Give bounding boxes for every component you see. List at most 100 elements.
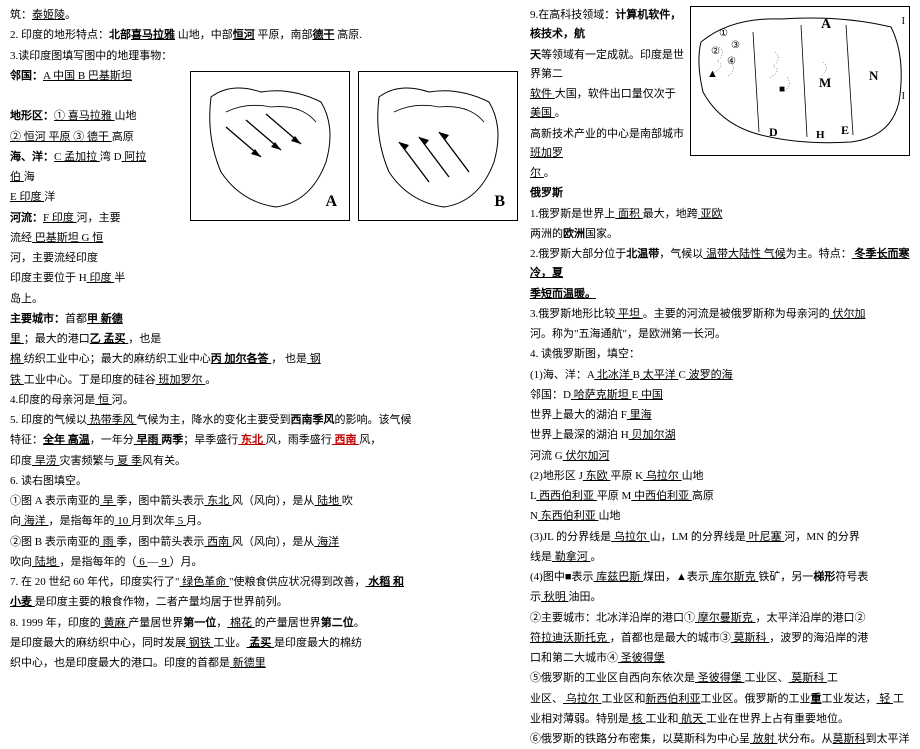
line: 两洲的欧洲国家。 bbox=[530, 225, 910, 244]
blank: 东北 bbox=[204, 495, 232, 507]
line: ⑥俄罗斯的铁路分布密集，以莫斯科为中心呈 放射 状分布。从莫斯科到太平洋 bbox=[530, 730, 910, 749]
blank: 海洋 bbox=[21, 515, 49, 527]
map-marker-1: ① bbox=[719, 25, 728, 43]
blank: 伯 bbox=[10, 171, 24, 183]
blank: 贝加尔湖 bbox=[629, 429, 676, 441]
blank: 中国 bbox=[638, 389, 663, 401]
blank: B 巴基斯坦 bbox=[78, 70, 132, 82]
triangle-icon: ▲ bbox=[707, 65, 718, 84]
line: 4.印度的母亲河是 恒 河。 bbox=[10, 391, 518, 410]
line: 2. 印度的地形特点：北部喜马拉雅 山地，中部恒河 平原，南部德干 高原. bbox=[10, 26, 518, 45]
line: 季短而温暖。 bbox=[530, 285, 910, 304]
blank: 轻 bbox=[877, 693, 894, 705]
line: 尔 。 bbox=[530, 164, 910, 183]
line: 2.俄罗斯大部分位于北温带，气候以 温带大陆性 气候为主。特点： 冬季长而寒冷，… bbox=[530, 245, 910, 284]
line: 伯 海 bbox=[10, 168, 180, 187]
blank: ② 恒河 bbox=[10, 131, 49, 143]
blank: 航天 bbox=[679, 713, 707, 725]
blank: 水稻 和 bbox=[366, 576, 405, 588]
blank: 放射 bbox=[750, 733, 778, 745]
blank: 尔 bbox=[530, 167, 544, 179]
blank: 热带季风 bbox=[87, 414, 137, 426]
blank: A 中国 bbox=[43, 70, 78, 82]
blank: 钢铁 bbox=[186, 637, 214, 649]
blank: 陆地 bbox=[314, 495, 342, 507]
blank: 里海 bbox=[627, 409, 652, 421]
blank: 西西伯利亚 bbox=[536, 490, 597, 502]
line: ②图 B 表示南亚的 雨 季，图中箭头表示 西南 风（风向），是从 海洋 bbox=[10, 533, 518, 552]
line: 主要城市：首都甲 新德 bbox=[10, 310, 180, 329]
line: 3.读印度图填写图中的地理事物： bbox=[10, 47, 518, 66]
line: 业区、 乌拉尔 工业区和新西伯利亚工业区。俄罗斯的工业重工业发达， 轻 工 bbox=[530, 690, 910, 709]
map-marker-4: ④ bbox=[727, 53, 736, 71]
blank: 乌拉尔 bbox=[563, 693, 602, 705]
blank: 棉 bbox=[10, 353, 24, 365]
line: (2)地形区 J 东欧 平原 K 乌拉尔 山地 bbox=[530, 467, 910, 486]
line: (4)图中■表示 库兹巴斯 煤田，▲表示 库尔斯克 铁矿，另一梯形符号表 bbox=[530, 568, 910, 587]
line: 向 海洋 ，是指每年的 10 月到次年 5 月。 bbox=[10, 512, 518, 531]
line: 符拉迪沃斯托克 ，首都也是最大的城市③ 莫斯科 ，波罗的海沿岸的港 bbox=[530, 629, 910, 648]
line: 邻国：D 哈萨克斯坦 E 中国 bbox=[530, 386, 910, 405]
blank: E 印度 bbox=[10, 191, 44, 203]
line: 小麦 是印度主要的粮食作物，二者产量均居于世界前列。 bbox=[10, 593, 518, 612]
blank: 旱 bbox=[100, 495, 117, 507]
line: 织中心，也是印度最大的港口。印度的首都是 新德里 bbox=[10, 654, 518, 673]
line: 世界上最大的湖泊 F 里海 bbox=[530, 406, 910, 425]
blank: F 印度 bbox=[43, 212, 77, 224]
blank: 德干 bbox=[313, 29, 335, 41]
blank: 太平洋 bbox=[640, 369, 679, 381]
map-label-m: M bbox=[819, 72, 831, 95]
blank: 东西伯利亚 bbox=[538, 510, 599, 522]
blank: 美国 bbox=[530, 107, 555, 119]
line: 1.俄罗斯是世界上 面积 最大，地跨 亚欧 bbox=[530, 205, 910, 224]
blank: 恒 bbox=[95, 394, 112, 406]
map-label-a: A bbox=[821, 13, 831, 38]
map-a: A bbox=[190, 71, 350, 221]
blank: 海洋 bbox=[314, 536, 339, 548]
blank: 绿色革命 bbox=[180, 576, 230, 588]
blank: 库兹巴斯 bbox=[593, 571, 643, 583]
line: 棉 纺织工业中心；最大的麻纺织工业中心丙 加尔各答 ， 也是 钢 bbox=[10, 350, 518, 369]
line: 地形区：① 喜马拉雅 山地 bbox=[10, 107, 180, 126]
line: 3.俄罗斯地形比较 平坦 。主要的河流是被俄罗斯称为母亲河的 伏尔加 bbox=[530, 305, 910, 324]
right-column: A I I M N D E H ① ② ③ ④ ▲ ■ 9.在高科技领域：计算机… bbox=[530, 6, 910, 646]
map-label-n: N bbox=[869, 65, 878, 88]
blank: 核 bbox=[629, 713, 646, 725]
blank: 6 bbox=[137, 556, 148, 568]
blank: 新德里 bbox=[230, 657, 266, 669]
blank: 乌拉尔 bbox=[643, 470, 682, 482]
line bbox=[10, 87, 180, 106]
map-label-e: E bbox=[841, 120, 849, 141]
blank: 丙 加尔各答 bbox=[211, 353, 272, 365]
left-column: 筑：泰姬陵。 2. 印度的地形特点：北部喜马拉雅 山地，中部恒河 平原，南部德干… bbox=[10, 6, 518, 646]
line: 筑：泰姬陵。 bbox=[10, 6, 518, 25]
map-label-d: D bbox=[769, 122, 778, 143]
line: E 印度 洋 bbox=[10, 188, 180, 207]
blank: G 恒 bbox=[82, 232, 104, 244]
line: 吹向 陆地 ，是指每年的（ 6 — 9 ）月。 bbox=[10, 553, 518, 572]
line: ①图 A 表示南亚的 旱 季，图中箭头表示 东北 风（风向），是从 陆地 吹 bbox=[10, 492, 518, 511]
line: 河流 G 伏尔加河 bbox=[530, 447, 910, 466]
line: 里 ；最大的港口乙 孟买 ，也是 bbox=[10, 330, 518, 349]
blank: 铁 bbox=[10, 374, 24, 386]
line: 岛上。 bbox=[10, 290, 180, 309]
line: L 西西伯利亚 平原 M 中西伯利亚 高原 bbox=[530, 487, 910, 506]
blank: 恒河 bbox=[233, 29, 255, 41]
blank: 10 bbox=[115, 515, 132, 527]
blank: 温带大陆性 气候 bbox=[703, 248, 786, 260]
blank: 勒拿河 bbox=[552, 551, 591, 563]
blank: 棉花 bbox=[227, 617, 255, 629]
line: 线是 勒拿河 。 bbox=[530, 548, 910, 567]
blank: 摩尔曼斯克 bbox=[695, 612, 756, 624]
blank: 乙 孟买 bbox=[90, 333, 129, 345]
blank: 叶尼塞 bbox=[746, 531, 785, 543]
blank: 陆地 bbox=[32, 556, 60, 568]
wrap-with-maps: 邻国：A 中国 B 巴基斯坦 地形区：① 喜马拉雅 山地 ② 恒河 平原 ③ 德… bbox=[10, 67, 518, 330]
blank: 伏尔加 bbox=[830, 308, 866, 320]
map-label-i2: I bbox=[902, 88, 905, 106]
blank: 莫斯科 bbox=[731, 632, 770, 644]
line: ② 恒河 平原 ③ 德干 高原 bbox=[10, 128, 180, 147]
blank: 班加罗尔 bbox=[156, 374, 206, 386]
blank: 西南 bbox=[204, 536, 232, 548]
line: 流经 巴基斯坦 G 恒 bbox=[10, 229, 180, 248]
